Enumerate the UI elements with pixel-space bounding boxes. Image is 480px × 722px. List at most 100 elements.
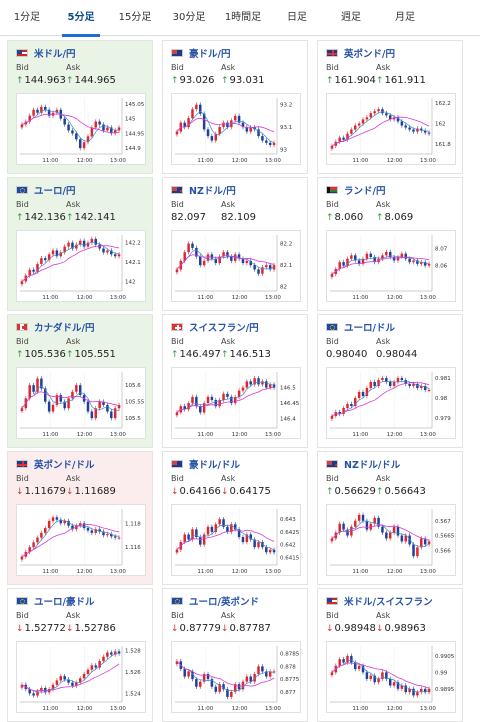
candle (237, 684, 241, 690)
candlestick-chart[interactable]: 0.9905 0.99 0.9895 11:00 12:00 13:00 (326, 641, 456, 713)
candlestick-chart[interactable]: 1.528 1.526 1.524 11:00 12:00 13:00 (16, 641, 146, 713)
candle (350, 255, 353, 259)
pair-name[interactable]: カナダドル/円 (34, 323, 95, 334)
candle (257, 378, 260, 385)
pair-name[interactable]: NZドル/ドル (344, 460, 401, 471)
currency-card[interactable]: 豪ドル/ドル Bid Ask ↓0.64166 ↓0.64175 0.643 0.6425 0… (162, 451, 308, 585)
candle (175, 412, 179, 416)
candlestick-chart[interactable]: 1.118 1.116 11:00 12:00 13:00 (16, 504, 146, 576)
pair-name[interactable]: ユーロ/円 (34, 186, 76, 197)
candlestick-chart[interactable]: 93.2 93.1 93 11:00 12:00 13:00 (171, 93, 301, 165)
pair-name[interactable]: ランド/円 (344, 186, 386, 197)
pair-name[interactable]: 英ポンド/ドル (34, 460, 95, 471)
tab-0[interactable]: 1分足 (13, 12, 41, 23)
y-tick-label: 0.9895 (435, 687, 455, 693)
card-header: 豪ドル/ドル (171, 457, 240, 471)
tab-4[interactable]: 1時間足 (224, 12, 262, 23)
currency-card[interactable]: 米ドル/スイスフラン Bid Ask ↓0.98948 ↓0.98963 0.9905 0.… (317, 588, 463, 722)
currency-card[interactable]: ランド/円 Bid Ask ↑8.060 ↑8.069 8.07 8.06 11:00 12:0… (317, 177, 463, 311)
currency-card[interactable]: ユーロ/英ポンド Bid Ask ↓0.87779 ↓0.87787 0.8785 0.87… (162, 588, 308, 722)
candle (230, 691, 233, 697)
candle (377, 380, 380, 386)
currency-card[interactable]: 英ポンド/ドル Bid Ask ↓1.11679 ↓1.11689 1.118 1.116 1… (7, 451, 153, 585)
candlestick-chart[interactable]: 105.6 105.55 105.5 11:00 12:00 13:00 (16, 367, 146, 439)
bid-value: ↑142.136 (16, 212, 66, 223)
candle (342, 408, 345, 414)
y-tick-label: 82.2 (280, 242, 292, 248)
candle (226, 122, 229, 128)
pair-name[interactable]: 英ポンド/円 (344, 49, 395, 60)
currency-card[interactable]: スイスフラン/円 Bid Ask ↑146.497 ↑146.513 146.5 146.4… (162, 314, 308, 448)
candlestick-chart[interactable]: 0.567 0.5665 0.566 11:00 12:00 13:00 (326, 504, 456, 576)
pair-name[interactable]: ユーロ/豪ドル (34, 597, 95, 608)
candlestick-chart[interactable]: 8.07 8.06 11:00 12:00 13:00 (326, 230, 456, 302)
pair-name[interactable]: 米ドル/スイスフラン (344, 597, 433, 608)
candle (268, 549, 272, 553)
candle (67, 398, 70, 409)
pair-name[interactable]: 米ドル/円 (34, 49, 76, 60)
pair-name[interactable]: NZドル/円 (189, 186, 236, 197)
tab-5[interactable]: 日足 (287, 12, 307, 23)
candle (32, 385, 35, 392)
tab-2[interactable]: 15分足 (118, 12, 152, 23)
candle (361, 258, 365, 264)
candlestick-chart[interactable]: 0.8785 0.878 0.8775 0.877 11:00 12:00 13:00 (171, 641, 301, 713)
candle (265, 671, 268, 677)
ask-value: ↑93.031 (221, 75, 265, 86)
x-tick-label: 12:00 (387, 569, 403, 575)
currency-card[interactable]: 豪ドル/円 Bid Ask ↑93.026 ↑93.031 93.2 93.1 93 11:00… (162, 40, 308, 174)
tab-7[interactable]: 月足 (395, 12, 415, 23)
card-header: カナダドル/円 (16, 320, 94, 334)
pair-name[interactable]: ユーロ/ドル (344, 323, 395, 334)
x-tick-label: 12:00 (387, 158, 403, 164)
currency-card[interactable]: 米ドル/円 Bid Ask ↑144.963 ↑144.965 145.05 145 144.… (7, 40, 153, 174)
x-tick-label: 13:00 (420, 295, 436, 301)
candle (373, 111, 376, 114)
tab-6[interactable]: 週足 (341, 12, 361, 23)
candlestick-chart[interactable]: 82.2 82.1 82 11:00 12:00 13:00 (171, 230, 301, 302)
candle (245, 676, 249, 682)
currency-card[interactable]: NZドル/ドル Bid Ask ↑0.56629 ↑0.56643 0.567 0.5665… (317, 451, 463, 585)
pair-name[interactable]: スイスフラン/円 (189, 323, 259, 334)
pair-name[interactable]: 豪ドル/円 (189, 49, 231, 60)
candle (214, 133, 218, 141)
candlestick-chart[interactable]: 0.643 0.6425 0.642 0.6415 11:00 12:00 13:00 (171, 504, 301, 576)
candlestick-chart[interactable]: 0.981 0.98 0.979 11:00 12:00 13:00 (326, 367, 456, 439)
ma-slow-line (331, 381, 430, 417)
candle (117, 254, 121, 257)
candle (183, 406, 186, 410)
candle (32, 693, 35, 696)
chart-svg: 0.981 0.98 0.979 11:00 12:00 13:00 (330, 372, 451, 438)
currency-card[interactable]: カナダドル/円 Bid Ask ↑105.536 ↑105.551 105.6 105.55… (7, 314, 153, 448)
candlestick-chart[interactable]: 146.5 146.45 146.4 11:00 12:00 13:00 (171, 367, 301, 439)
candlestick-chart[interactable]: 142.2 142.1 142 11:00 12:00 13:00 (16, 230, 146, 302)
currency-card[interactable]: ユーロ/豪ドル Bid Ask ↓1.52772 ↓1.52786 1.528 1.526 1… (7, 588, 153, 722)
candlestick-chart[interactable]: 162.2 162 161.8 11:00 12:00 13:00 (326, 93, 456, 165)
pair-name[interactable]: 豪ドル/ドル (189, 460, 240, 471)
ask-label: Ask (221, 337, 236, 346)
candle (385, 378, 388, 382)
ask-value: 82.109 (221, 212, 256, 223)
x-tick-label: 12:00 (77, 432, 93, 438)
flag-icon (16, 460, 28, 468)
candle (67, 679, 70, 683)
currency-card[interactable]: ユーロ/円 Bid Ask ↑142.136 ↑142.141 142.2 142.1 142… (7, 177, 153, 311)
candle (346, 133, 349, 140)
currency-card[interactable]: NZドル/円 Bid Ask 82.097 82.109 82.2 82.1 82 11:00 1… (162, 177, 308, 311)
chart-svg: 1.528 1.526 1.524 11:00 12:00 13:00 (20, 646, 141, 712)
bid-price: 0.64166 (179, 486, 221, 497)
candle (78, 139, 82, 149)
currency-card[interactable]: ユーロ/ドル Bid Ask 0.98040 0.98044 0.981 0.98 0.979… (317, 314, 463, 448)
candle (365, 672, 369, 679)
y-tick-label: 142 (125, 279, 136, 285)
pair-name[interactable]: ユーロ/英ポンド (189, 597, 259, 608)
candle (330, 416, 334, 419)
tab-1[interactable]: 5分足 (54, 0, 108, 37)
tab-3[interactable]: 30分足 (172, 12, 206, 23)
bid-value: ↓1.52772 (16, 623, 66, 634)
ask-price: 8.069 (384, 212, 414, 223)
ma-fast-line (21, 385, 120, 412)
candle (272, 142, 276, 146)
currency-card[interactable]: 英ポンド/円 Bid Ask ↑161.904 ↑161.911 162.2 162 161.… (317, 40, 463, 174)
candlestick-chart[interactable]: 145.05 145 144.95 144.9 11:00 12:00 13:00 (16, 93, 146, 165)
